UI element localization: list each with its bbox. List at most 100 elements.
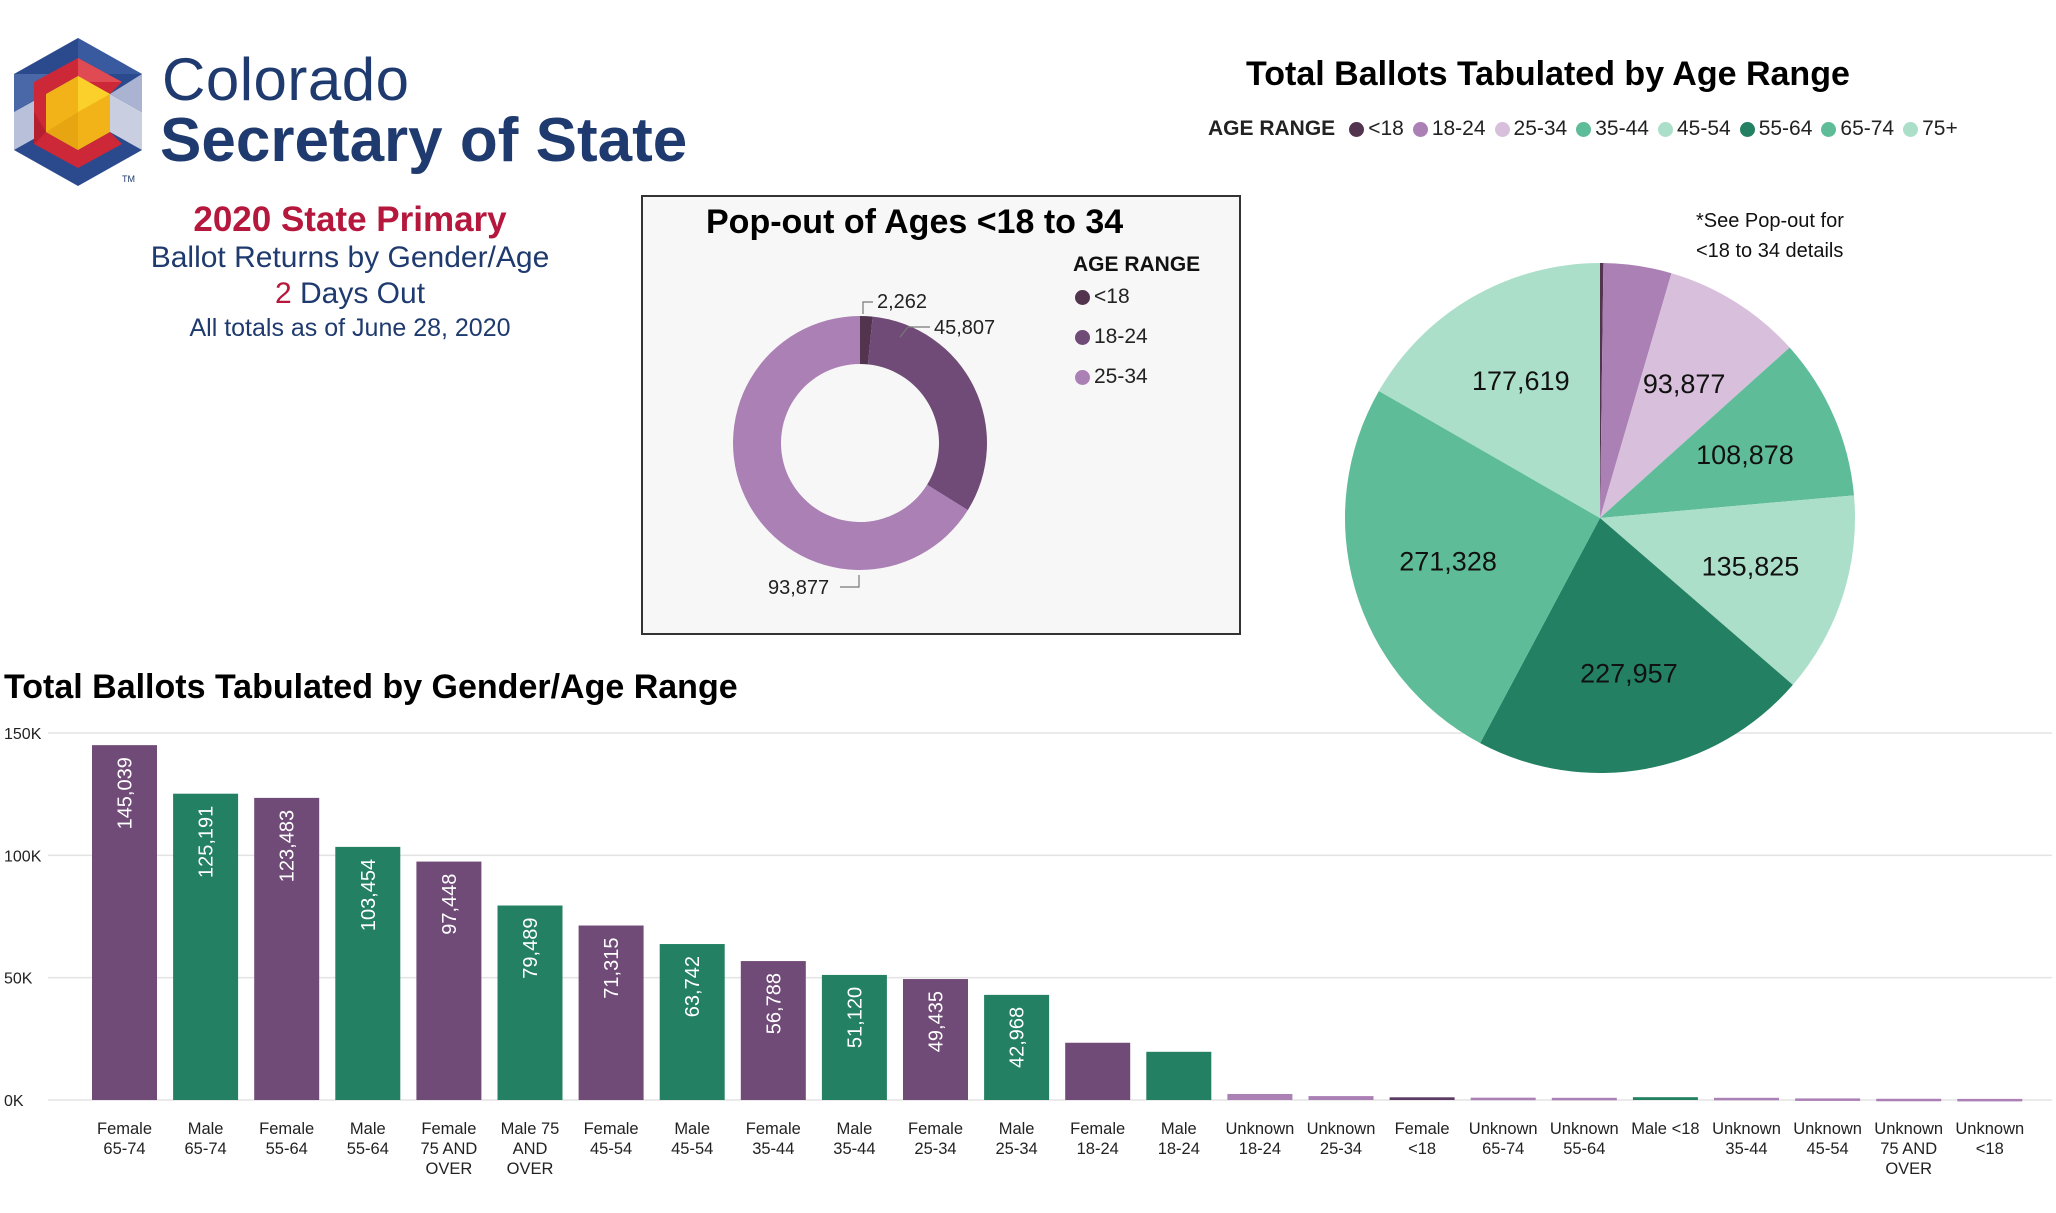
bar[interactable] xyxy=(1714,1097,1779,1101)
bar[interactable] xyxy=(254,797,320,1100)
report-subtitle: 2020 State Primary Ballot Returns by Gen… xyxy=(130,200,570,344)
bar-data-label: 71,315 xyxy=(601,938,623,999)
legend-item[interactable]: 35-44 xyxy=(1576,117,1649,141)
bar[interactable] xyxy=(984,994,1050,1100)
bar[interactable] xyxy=(497,905,563,1100)
legend-label: 55-64 xyxy=(1758,117,1813,140)
x-tick-label: Male 75 xyxy=(501,1120,560,1138)
bar[interactable] xyxy=(903,979,968,1100)
bar[interactable] xyxy=(1146,1051,1212,1100)
pie-slice-55-64[interactable] xyxy=(1480,518,1793,773)
as-of-date: All totals as of June 28, 2020 xyxy=(189,314,511,342)
legend-item[interactable]: 18-24 xyxy=(1412,117,1486,141)
legend-label: 65-74 xyxy=(1840,117,1895,140)
gender-age-bar-chart: 0K 50K 100K 150K 145,039 125,191 123,483 103,4… xyxy=(4,726,2052,1178)
pie-slice-18-24[interactable] xyxy=(1600,263,1672,518)
bar-chart-title: Total Ballots Tabulated by Gender/Age Ra… xyxy=(4,668,738,706)
x-tick-label: 75 AND xyxy=(1880,1140,1937,1158)
legend-item[interactable]: 45-54 xyxy=(1657,117,1731,141)
legend-label: 75+ xyxy=(1922,117,1958,140)
pie-slice-<18[interactable] xyxy=(1600,263,1604,518)
x-tick-label: 65-74 xyxy=(184,1140,226,1158)
donut-slice-18-24[interactable] xyxy=(867,316,987,511)
bar[interactable] xyxy=(335,846,401,1100)
pie-slice-35-44[interactable] xyxy=(1600,347,1854,518)
x-tick-label: Male xyxy=(999,1120,1035,1138)
x-tick-label: Male <18 xyxy=(1631,1120,1699,1138)
popout-panel: Pop-out of Ages <18 to 34 AGE RANGE <18 … xyxy=(641,195,1241,635)
bar-data-label: 63,742 xyxy=(682,956,704,1017)
bar[interactable] xyxy=(1957,1098,2023,1102)
pie-slice-75+[interactable] xyxy=(1378,263,1600,518)
pie-data-label: 227,957 xyxy=(1580,658,1678,688)
popout-donut-chart: 2,262 45,807 93,877 xyxy=(733,291,995,599)
bar[interactable] xyxy=(1389,1097,1455,1100)
x-tick-label: 35-44 xyxy=(1725,1140,1767,1158)
bar[interactable] xyxy=(1470,1097,1536,1101)
bar-data-label: 103,454 xyxy=(358,859,380,931)
bar-data-label: 42,968 xyxy=(1007,1007,1029,1068)
bar[interactable] xyxy=(1632,1097,1698,1100)
legend-dot-icon xyxy=(1821,121,1837,137)
popout-legend-item[interactable]: 18-24 xyxy=(1075,325,1148,349)
x-tick-label: 35-44 xyxy=(752,1140,794,1158)
leader-line xyxy=(899,326,930,338)
bar[interactable] xyxy=(821,974,887,1100)
legend-dot-icon xyxy=(1349,121,1365,137)
popout-legend-item[interactable]: 25-34 xyxy=(1075,365,1148,389)
x-tick-label: 55-64 xyxy=(266,1140,308,1158)
pie-data-label: 135,825 xyxy=(1702,552,1800,582)
leader-line xyxy=(862,301,873,314)
y-tick-label: 0K xyxy=(4,1093,24,1110)
donut-slice-25-34[interactable] xyxy=(733,316,968,570)
bar[interactable] xyxy=(416,861,482,1100)
legend-dot-icon xyxy=(1075,369,1090,385)
bar-data-label: 97,448 xyxy=(439,874,461,935)
x-tick-label: 65-74 xyxy=(103,1140,145,1158)
x-tick-label: <18 xyxy=(1408,1140,1436,1158)
pie-slice-25-34[interactable] xyxy=(1600,273,1790,518)
x-tick-label: 18-24 xyxy=(1239,1140,1281,1158)
legend-item[interactable]: <18 xyxy=(1349,117,1404,141)
legend-label: <18 xyxy=(1094,285,1130,308)
bar[interactable] xyxy=(173,793,239,1100)
y-tick-label: 100K xyxy=(4,848,42,865)
popout-legend-item[interactable]: <18 xyxy=(1075,285,1130,309)
bar[interactable] xyxy=(92,745,157,1100)
legend-dot-icon xyxy=(1494,121,1510,137)
legend-label: 35-44 xyxy=(1595,117,1649,140)
donut-label: 93,877 xyxy=(768,577,829,599)
x-tick-label: OVER xyxy=(426,1160,473,1178)
bar[interactable] xyxy=(578,925,644,1100)
bar[interactable] xyxy=(1876,1098,1942,1102)
legend-label: 25-34 xyxy=(1094,365,1148,388)
pie-data-label: 93,877 xyxy=(1643,369,1726,399)
pie-note-line2: <18 to 34 details xyxy=(1696,240,1844,262)
legend-label: 18-24 xyxy=(1431,117,1486,140)
legend-label: 45-54 xyxy=(1676,117,1731,140)
pie-slice-45-54[interactable] xyxy=(1600,495,1855,685)
x-tick-label: Male xyxy=(837,1120,873,1138)
bar[interactable] xyxy=(1227,1094,1293,1100)
legend-title: AGE RANGE xyxy=(1208,117,1336,140)
legend-item[interactable]: 65-74 xyxy=(1821,117,1894,141)
x-tick-label: Female xyxy=(259,1120,314,1138)
donut-slice-<18[interactable] xyxy=(860,316,873,365)
legend-item[interactable]: 55-64 xyxy=(1739,117,1813,141)
x-tick-label: Unknown xyxy=(1469,1120,1538,1138)
bar[interactable] xyxy=(1065,1042,1131,1100)
bar[interactable] xyxy=(740,961,806,1100)
legend-item[interactable]: 75+ xyxy=(1903,117,1958,141)
bar[interactable] xyxy=(1308,1096,1374,1100)
bar[interactable] xyxy=(1551,1097,1617,1101)
x-tick-label: 25-34 xyxy=(1320,1140,1362,1158)
legend-item[interactable]: 25-34 xyxy=(1494,117,1567,141)
x-tick-label: <18 xyxy=(1976,1140,2004,1158)
pie-slice-65-74[interactable] xyxy=(1345,390,1600,744)
x-tick-label: Unknown xyxy=(1955,1120,2024,1138)
bar[interactable] xyxy=(1795,1098,1861,1101)
x-tick-label: Female xyxy=(746,1120,801,1138)
popout-title: Pop-out of Ages <18 to 34 xyxy=(706,203,1124,241)
x-tick-label: 65-74 xyxy=(1482,1140,1524,1158)
bar[interactable] xyxy=(659,944,725,1100)
